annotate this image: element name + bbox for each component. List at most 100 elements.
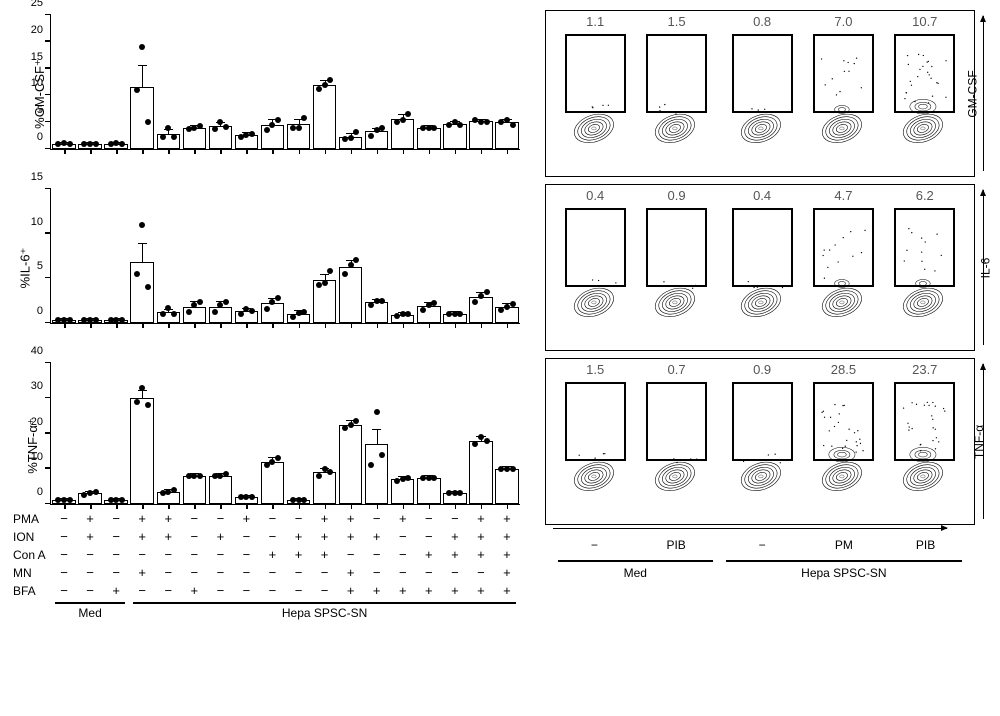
treat-symbol: − xyxy=(138,582,146,600)
data-point xyxy=(374,409,380,415)
data-point xyxy=(322,82,328,88)
data-point xyxy=(139,44,145,50)
data-point xyxy=(353,418,359,424)
treat-symbol: + xyxy=(321,528,329,546)
treat-symbol: + xyxy=(86,510,94,528)
facs-panel: 0.4 xyxy=(726,185,799,350)
facs-panel: 10.7 xyxy=(888,11,961,176)
data-point xyxy=(420,307,426,313)
data-point xyxy=(93,317,99,323)
data-point xyxy=(431,300,437,306)
treat-symbol: − xyxy=(112,510,120,528)
bar xyxy=(339,425,362,504)
data-point xyxy=(457,311,463,317)
treat-symbol: − xyxy=(243,582,251,600)
treat-symbol: + xyxy=(347,564,355,582)
data-point xyxy=(212,309,218,315)
data-point xyxy=(139,385,145,391)
treat-symbol: + xyxy=(503,564,511,582)
facs-ylabel: GM-CSF xyxy=(965,70,979,117)
treat-symbol: − xyxy=(217,582,225,600)
data-point xyxy=(431,475,437,481)
data-point xyxy=(484,119,490,125)
treat-symbol: + xyxy=(373,528,381,546)
treat-symbol: − xyxy=(373,564,381,582)
y-arrow-icon xyxy=(983,364,984,519)
treat-symbol: − xyxy=(347,546,355,564)
data-point xyxy=(171,134,177,140)
bar xyxy=(209,476,232,504)
data-point xyxy=(93,141,99,147)
treat-symbol: + xyxy=(451,546,459,564)
bar xyxy=(469,441,492,504)
y-arrow-icon xyxy=(983,190,984,345)
data-point xyxy=(379,452,385,458)
treat-symbol: − xyxy=(425,564,433,582)
data-point xyxy=(275,295,281,301)
data-point xyxy=(67,317,73,323)
data-point xyxy=(160,311,166,317)
figure: %GM-CSF⁺0510152025%IL-6⁺051015%TNF-α⁺010… xyxy=(0,0,1000,673)
data-point xyxy=(301,497,307,503)
treat-symbol: − xyxy=(425,528,433,546)
data-point xyxy=(139,222,145,228)
treat-symbol: + xyxy=(477,582,485,600)
treat-label: MN xyxy=(13,564,32,582)
data-point xyxy=(264,306,270,312)
treat-symbol: − xyxy=(86,564,94,582)
data-point xyxy=(249,308,255,314)
treat-symbol: − xyxy=(269,528,277,546)
bar xyxy=(313,85,336,149)
facs-panel: 4.7 xyxy=(807,185,880,350)
treat-symbol: − xyxy=(112,546,120,564)
treat-symbol: − xyxy=(191,510,199,528)
treat-symbol: + xyxy=(112,582,120,600)
bar xyxy=(183,476,206,504)
data-point xyxy=(171,487,177,493)
treat-symbol: − xyxy=(60,528,68,546)
contour-plot xyxy=(559,359,632,524)
treat-symbol: − xyxy=(86,546,94,564)
treat-label: Con A xyxy=(13,546,46,564)
facs-column: GM-CSF1.11.50.87.010.7IL-60.40.90.44.76.… xyxy=(545,10,975,663)
data-point xyxy=(353,129,359,135)
treat-symbol: − xyxy=(191,528,199,546)
bar xyxy=(417,128,440,149)
data-point xyxy=(134,271,140,277)
treat-symbol: + xyxy=(347,528,355,546)
data-point xyxy=(472,441,478,447)
data-point xyxy=(484,289,490,295)
treat-symbol: + xyxy=(86,528,94,546)
treat-symbol: + xyxy=(164,528,172,546)
data-point xyxy=(405,475,411,481)
data-point xyxy=(171,311,177,317)
treat-symbol: − xyxy=(269,510,277,528)
treat-symbol: − xyxy=(60,510,68,528)
facs-panel: 0.4 xyxy=(559,185,632,350)
treat-symbol: − xyxy=(164,564,172,582)
data-point xyxy=(379,298,385,304)
treat-symbol: + xyxy=(138,564,146,582)
data-point xyxy=(472,299,478,305)
data-point xyxy=(510,301,516,307)
data-point xyxy=(379,125,385,131)
contour-plot xyxy=(726,359,799,524)
treat-symbol: + xyxy=(347,582,355,600)
data-point xyxy=(160,134,166,140)
treat-symbol: + xyxy=(321,546,329,564)
treat-symbol: − xyxy=(373,510,381,528)
data-point xyxy=(484,438,490,444)
treat-symbol: − xyxy=(269,564,277,582)
treat-symbol: + xyxy=(451,528,459,546)
facs-panel: 0.8 xyxy=(726,11,799,176)
treat-symbol: + xyxy=(477,510,485,528)
data-point xyxy=(431,125,437,131)
data-point xyxy=(134,87,140,93)
data-point xyxy=(238,311,244,317)
contour-plot xyxy=(807,11,880,176)
y-arrow-icon xyxy=(983,16,984,171)
bar-charts-column: %GM-CSF⁺0510152025%IL-6⁺051015%TNF-α⁺010… xyxy=(10,10,525,663)
treat-symbol: − xyxy=(451,510,459,528)
data-point xyxy=(134,399,140,405)
facs-group-label: Hepa SPSC-SN xyxy=(726,566,963,580)
